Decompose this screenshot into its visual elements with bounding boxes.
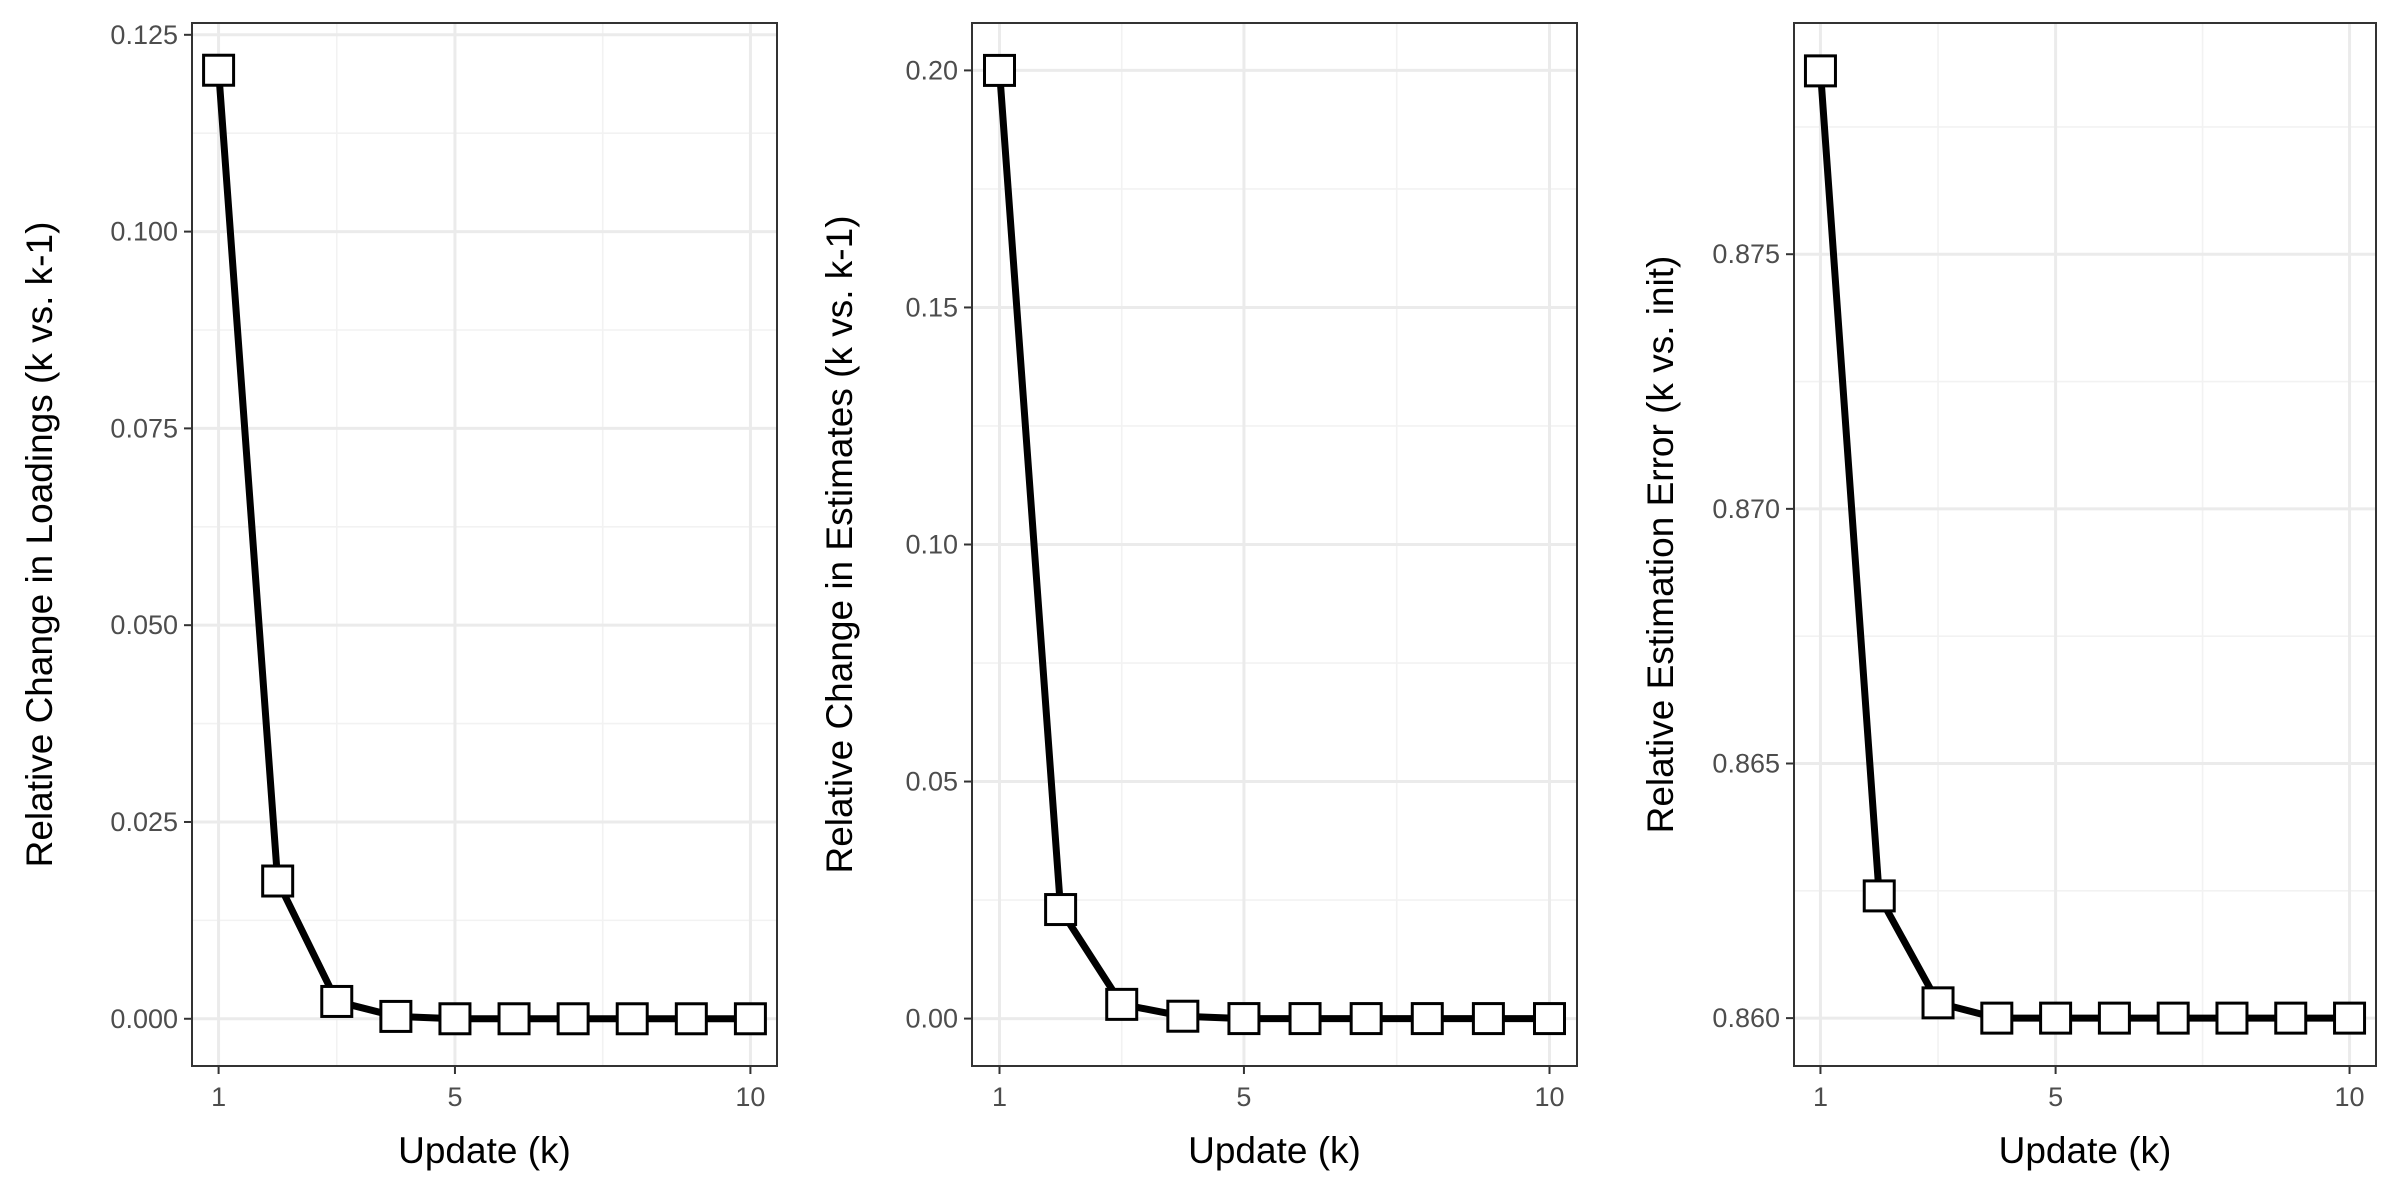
y-tick-label: 0.15 [905, 292, 958, 322]
x-axis-title: Update (k) [1188, 1130, 1361, 1171]
x-axis-title: Update (k) [398, 1130, 571, 1171]
y-axis-ticks: 0.000 0.025 0.050 0.075 0.100 0.125 [110, 20, 192, 1034]
data-point-marker [2215, 1001, 2249, 1035]
data-point-marker [497, 1002, 531, 1036]
data-point-marker [1105, 987, 1139, 1021]
y-tick-label: 0.10 [905, 530, 958, 560]
data-point-marker [674, 1002, 708, 1036]
data-point-marker [1044, 893, 1078, 927]
data-point-marker [1227, 1002, 1261, 1036]
y-axis-title: Relative Change in Loadings (k vs. k-1) [19, 222, 60, 868]
grid-lines [1794, 23, 2376, 1066]
data-series [202, 53, 767, 1036]
y-tick-label: 0.000 [110, 1004, 178, 1034]
x-tick-label: 5 [1236, 1082, 1251, 1112]
y-tick-label: 0.860 [1712, 1003, 1780, 1033]
y-tick-label: 0.100 [110, 217, 178, 247]
data-point-marker [1349, 1002, 1383, 1036]
series-line [1816, 70, 2350, 1022]
data-point-marker [733, 1002, 767, 1036]
y-axis-ticks: 0.00 0.05 0.10 0.15 0.20 [905, 55, 972, 1034]
data-series [983, 53, 1566, 1036]
x-tick-label: 1 [211, 1082, 226, 1112]
y-tick-label: 0.865 [1712, 748, 1780, 778]
data-point-marker [2039, 1001, 2073, 1035]
x-tick-label: 1 [1813, 1082, 1828, 1112]
chart-panel-estimates: 0.000.050.100.150.20 1 5 10 Update (k) Rel… [819, 22, 1578, 1171]
data-point-marker [1862, 879, 1896, 913]
data-point-marker [320, 984, 354, 1018]
x-axis-ticks: 1 5 10 [211, 1066, 765, 1112]
y-tick-label: 0.05 [905, 767, 958, 797]
data-point-marker [556, 1002, 590, 1036]
data-point-marker [1921, 986, 1955, 1020]
data-point-marker [2156, 1001, 2190, 1035]
data-point-marker [1471, 1002, 1505, 1036]
y-axis-ticks: 0.860 0.865 0.870 0.875 [1712, 239, 1794, 1033]
panel-background [192, 23, 777, 1066]
y-tick-label: 0.870 [1712, 494, 1780, 524]
data-point-marker [379, 999, 413, 1033]
y-tick-label: 0.00 [905, 1004, 958, 1034]
x-tick-label: 5 [447, 1082, 462, 1112]
data-point-marker [1533, 1002, 1566, 1036]
data-point-marker [615, 1002, 649, 1036]
panel-border [1793, 22, 2377, 1067]
y-tick-label: 0.050 [110, 610, 178, 640]
series-line [996, 70, 1550, 1023]
data-point-marker [1410, 1002, 1444, 1036]
y-tick-label: 0.125 [110, 20, 178, 50]
y-tick-label: 0.20 [905, 55, 958, 85]
panel-border [191, 22, 778, 1067]
data-point-marker [261, 864, 295, 898]
data-point-marker [983, 53, 1016, 87]
data-point-marker [1980, 1001, 2014, 1035]
x-tick-label: 10 [735, 1082, 765, 1112]
y-axis-title: Relative Change in Estimates (k vs. k-1) [819, 215, 860, 873]
x-tick-label: 10 [1534, 1082, 1564, 1112]
y-axis-title: Relative Estimation Error (k vs. init) [1640, 256, 1681, 834]
y-tick-label: 0.875 [1712, 239, 1780, 269]
x-axis-ticks: 1 5 10 [1813, 1066, 2365, 1112]
data-point-marker [1166, 999, 1200, 1033]
y-tick-label: 0.025 [110, 807, 178, 837]
data-point-marker [1803, 54, 1837, 88]
data-point-marker [438, 1002, 472, 1036]
x-tick-label: 10 [2335, 1082, 2365, 1112]
x-axis-ticks: 1 5 10 [992, 1066, 1565, 1112]
data-point-marker [202, 53, 236, 87]
data-point-marker [2274, 1001, 2308, 1035]
y-tick-label: 0.075 [110, 413, 178, 443]
x-axis-title: Update (k) [1999, 1130, 2172, 1171]
data-series [1803, 54, 2367, 1035]
data-point-marker [2097, 1001, 2131, 1035]
x-tick-label: 5 [2048, 1082, 2063, 1112]
series-line [215, 69, 751, 1023]
data-point-marker [2333, 1001, 2367, 1035]
x-tick-label: 1 [992, 1082, 1007, 1112]
data-point-marker [1288, 1002, 1322, 1036]
